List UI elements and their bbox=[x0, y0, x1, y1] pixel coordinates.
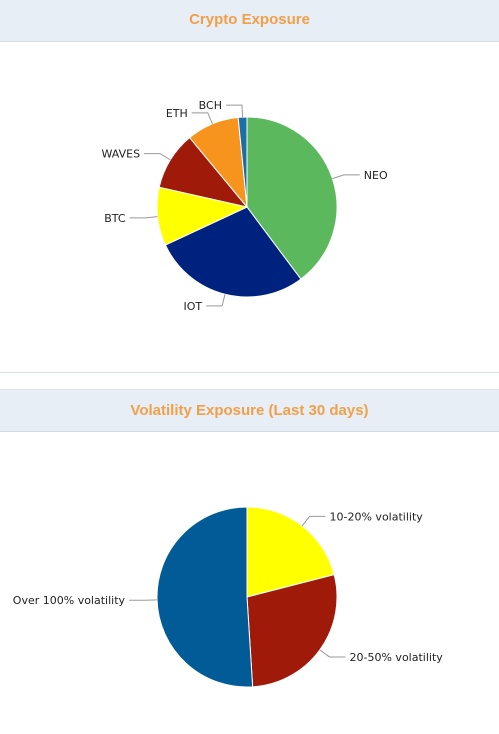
volatility-exposure-title: Volatility Exposure (Last 30 days) bbox=[130, 402, 369, 419]
slice-label-10-20-volatility: 10-20% volatility bbox=[330, 510, 424, 523]
leader-line-20-50-volatility bbox=[319, 649, 346, 658]
crypto-exposure-header: Crypto Exposure bbox=[0, 0, 499, 42]
slice-label-20-50-volatility: 20-50% volatility bbox=[350, 651, 444, 664]
volatility-exposure-pie-chart: 10-20% volatility 20-50% volatility Over 1… bbox=[13, 506, 444, 688]
leader-line-neo bbox=[332, 174, 360, 180]
slice-label-bch: BCH bbox=[199, 99, 222, 112]
slice-label-neo: NEO bbox=[364, 169, 388, 182]
slice-label-over-100-volatility: Over 100% volatility bbox=[13, 594, 126, 607]
leader-line-eth bbox=[191, 112, 213, 125]
pie-slice-neo[interactable] bbox=[246, 116, 338, 280]
slice-label-iot: IOT bbox=[183, 300, 202, 313]
leader-line-bch bbox=[225, 104, 244, 118]
panel-divider bbox=[0, 372, 499, 373]
volatility-exposure-header: Volatility Exposure (Last 30 days) bbox=[0, 389, 499, 432]
slice-label-eth: ETH bbox=[166, 107, 188, 120]
pie-slice-10-20-volatility[interactable] bbox=[246, 506, 335, 598]
pie-slice-over-100-volatility[interactable] bbox=[156, 506, 254, 688]
slice-label-waves: WAVES bbox=[102, 148, 141, 161]
leader-line-10-20-volatility bbox=[301, 515, 326, 527]
pie-slice-20-50-volatility[interactable] bbox=[246, 574, 338, 688]
crypto-exposure-title: Crypto Exposure bbox=[189, 11, 310, 28]
slice-label-btc: BTC bbox=[104, 212, 126, 225]
leader-line-btc bbox=[129, 216, 158, 219]
crypto-exposure-pie-chart: NEO IOT BTC WAVES ETH BCH bbox=[102, 99, 388, 313]
leader-line-iot bbox=[206, 294, 226, 307]
leader-line-waves bbox=[144, 153, 171, 161]
